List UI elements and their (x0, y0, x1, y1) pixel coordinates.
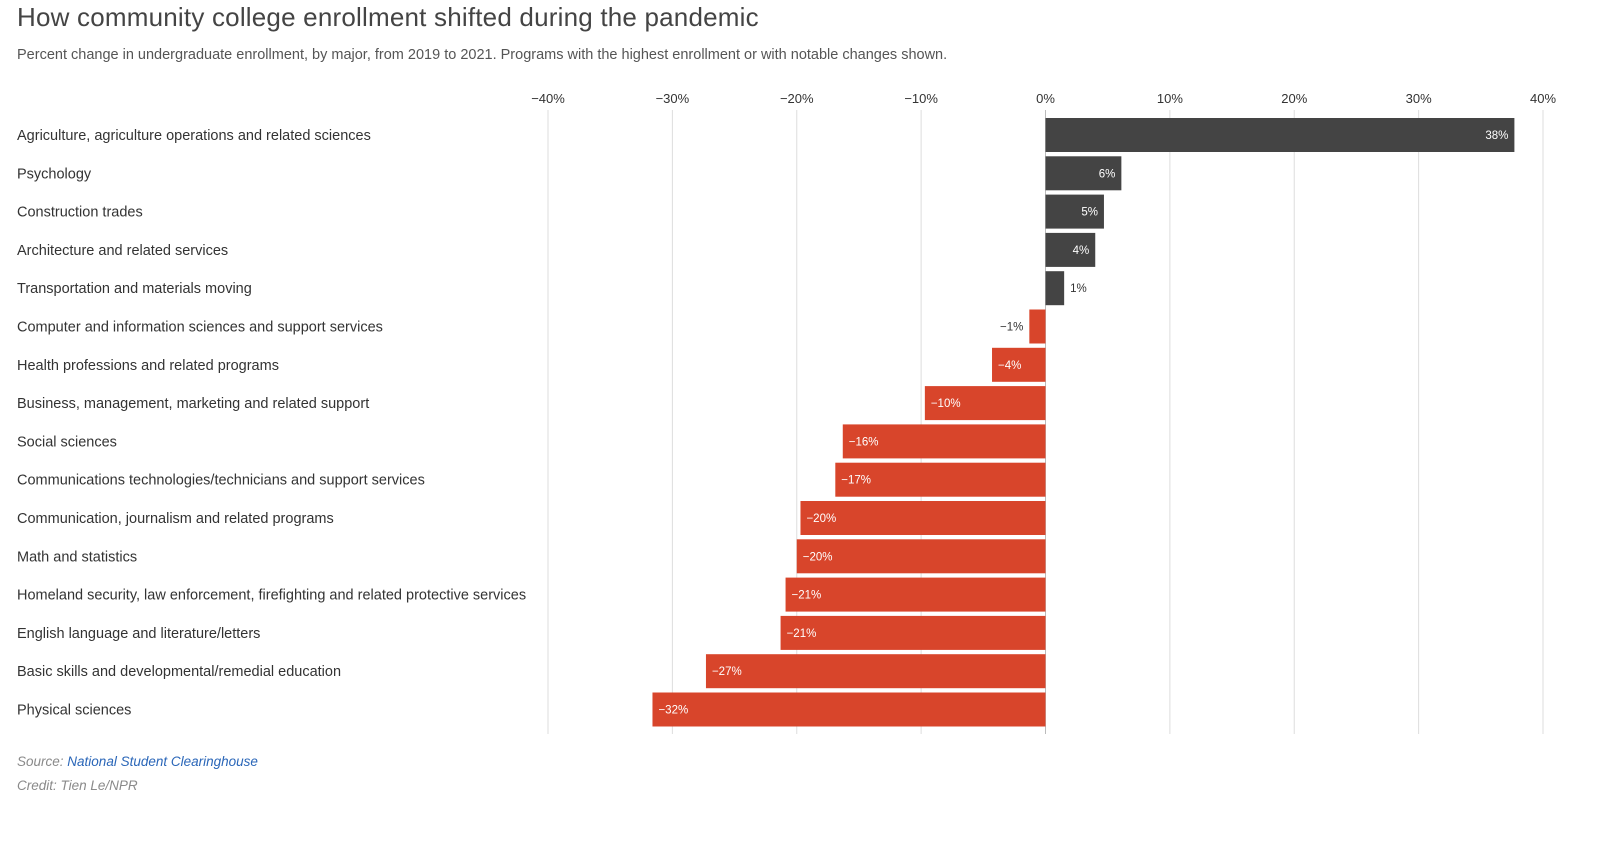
bar (992, 347, 1046, 382)
bar (835, 462, 1046, 497)
source-link[interactable]: National Student Clearinghouse (67, 754, 258, 769)
x-tick-label: 20% (1281, 91, 1307, 106)
value-label: −20% (803, 551, 833, 563)
bar (1045, 194, 1104, 229)
bar (1045, 232, 1096, 267)
bars (652, 118, 1515, 727)
category-label: Social sciences (17, 434, 117, 450)
category-label: Math and statistics (17, 549, 137, 565)
value-label: 6% (1099, 168, 1116, 180)
value-label: −32% (658, 705, 688, 717)
credit-note: Credit: Tien Le/NPR (17, 778, 138, 793)
bar (924, 386, 1046, 421)
x-tick-label: 30% (1406, 91, 1432, 106)
category-label: Homeland security, law enforcement, fire… (17, 588, 526, 604)
enrollment-bar-chart: −40% −30% −20% −10% 0% 10% 20% 30% 40% Agricultu… (17, 91, 1556, 734)
value-labels: 38% 6% 5% 4% 1% −1% −4% −10% −16% −17% −20% −20% −21… (658, 130, 1508, 717)
value-label: −1% (1000, 322, 1023, 334)
x-tick-label: 10% (1157, 91, 1183, 106)
bar (1045, 271, 1065, 306)
category-label: Psychology (17, 166, 92, 182)
value-label: −21% (792, 590, 822, 602)
bar (785, 577, 1046, 612)
value-label: 4% (1073, 245, 1090, 257)
bar (796, 539, 1046, 574)
value-label: −27% (712, 666, 742, 678)
x-tick-label: −40% (531, 91, 565, 106)
category-label: Transportation and materials moving (17, 281, 252, 297)
x-axis-ticks: −40% −30% −20% −10% 0% 10% 20% 30% 40% (531, 91, 1556, 106)
x-tick-label: −30% (656, 91, 690, 106)
bar (1045, 118, 1515, 152)
value-label: 5% (1081, 207, 1098, 219)
bar (1029, 309, 1046, 344)
category-label: Computer and information sciences and su… (17, 320, 383, 336)
category-label: Basic skills and developmental/remedial … (17, 664, 341, 680)
value-label: 38% (1485, 130, 1508, 142)
category-label: Health professions and related programs (17, 358, 279, 374)
x-tick-label: 40% (1530, 91, 1556, 106)
value-label: −16% (849, 436, 879, 448)
category-labels: Agriculture, agriculture operations and … (17, 128, 526, 719)
bar (780, 615, 1046, 650)
value-label: −10% (931, 398, 961, 410)
category-label: Construction trades (17, 205, 143, 221)
bar (1045, 156, 1122, 191)
category-label: Business, management, marketing and rela… (17, 396, 369, 412)
source-prefix: Source: (17, 754, 64, 769)
category-label: Architecture and related services (17, 243, 228, 259)
x-tick-label: −20% (780, 91, 814, 106)
category-label: Communication, journalism and related pr… (17, 511, 334, 527)
source-note: Source: National Student Clearinghouse (17, 754, 258, 769)
bar (842, 424, 1046, 459)
value-label: −20% (806, 513, 836, 525)
chart-title: How community college enrollment shifted… (17, 2, 759, 32)
category-label: Physical sciences (17, 703, 131, 719)
value-label: −21% (787, 628, 817, 640)
value-label: −4% (998, 360, 1021, 372)
bar (705, 654, 1046, 689)
bar (800, 501, 1046, 535)
chart-subtitle: Percent change in undergraduate enrollme… (17, 47, 948, 63)
value-label: 1% (1070, 283, 1087, 295)
category-label: English language and literature/letters (17, 626, 260, 642)
value-label: −17% (841, 475, 871, 487)
x-tick-label: −10% (904, 91, 938, 106)
category-label: Communications technologies/technicians … (17, 473, 425, 489)
category-label: Agriculture, agriculture operations and … (17, 128, 371, 144)
x-tick-label: 0% (1036, 91, 1055, 106)
bar (652, 692, 1046, 727)
